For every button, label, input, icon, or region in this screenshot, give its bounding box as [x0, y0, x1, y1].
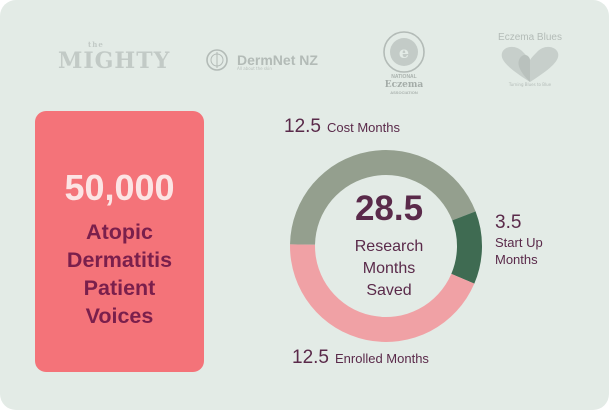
donut-segment-start-up [451, 211, 482, 284]
donut-center-line-3: Saved [366, 282, 412, 299]
patient-voices-line-1: Atopic [86, 220, 153, 244]
donut-center-line-2: Months [362, 260, 416, 277]
nea-logo-line3: ASSOCIATION [390, 90, 418, 95]
dermnet-emblem-icon [206, 49, 228, 71]
donut-segment-cost [290, 149, 476, 245]
patient-voices-description: Atopic Dermatitis Patient Voices [35, 218, 204, 330]
start-up-months-label: 3.5 Start Up Months [495, 212, 543, 268]
enrolled-months-label: 12.5 Enrolled Months [292, 347, 429, 369]
enrolled-months-value: 12.5 [292, 347, 329, 368]
eczema-blues-title: Eczema Blues [498, 32, 562, 43]
dermnet-logo-subtext: All about the skin [237, 66, 272, 71]
patient-voices-line-3: Patient [83, 276, 156, 300]
donut-center-value: 28.5 [354, 189, 424, 228]
nea-emblem-icon: e [383, 31, 425, 73]
patient-voices-line-2: Dermatitis [66, 248, 173, 272]
the-mighty-logo: the MIGHTY [58, 40, 171, 74]
start-up-months-value: 3.5 [495, 212, 522, 233]
national-eczema-association-logo: e NATIONAL Eczema ASSOCIATION [376, 30, 432, 96]
start-up-months-text-2: Months [495, 252, 538, 267]
enrolled-months-text: Enrolled Months [334, 351, 429, 366]
eczema-blues-tagline: Turning Blues to Blue [508, 82, 552, 87]
start-up-months-text-1: Start Up [495, 235, 543, 250]
donut-center-line-1: Research [354, 238, 424, 255]
svg-text:e: e [399, 43, 409, 62]
cost-months-text: Cost Months [326, 120, 400, 135]
nea-logo-line2: Eczema [384, 80, 424, 90]
heart-icon [501, 46, 559, 82]
eczema-blues-logo: Eczema Blues Turning Blues to Blue [490, 32, 570, 92]
patient-voices-line-4: Voices [85, 304, 154, 328]
dermnet-nz-logo: DermNet NZ All about the skin [201, 49, 318, 71]
donut-segment-enrolled [290, 244, 475, 343]
patient-voices-panel: 50,000 Atopic Dermatitis Patient Voices [35, 111, 204, 372]
nea-logo-line1: NATIONAL [391, 74, 417, 80]
cost-months-value: 12.5 [284, 116, 321, 137]
the-mighty-logo-top: the [88, 40, 104, 49]
cost-months-label: 12.5 Cost Months [284, 116, 400, 138]
dermnet-logo-text: DermNet NZ [237, 52, 318, 68]
the-mighty-logo-text: MIGHTY [58, 48, 171, 74]
donut-center-label: Research Months Saved [329, 236, 449, 302]
patient-voices-count: 50,000 [64, 167, 175, 208]
